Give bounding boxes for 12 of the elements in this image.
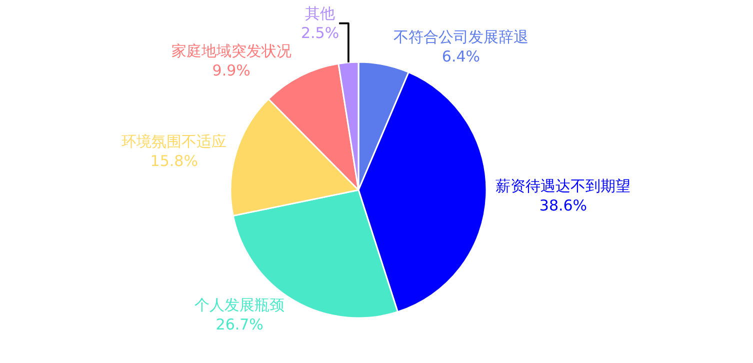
slice-label: 个人发展瓶颈 [194,296,285,314]
data-label: 2.5% [300,24,340,42]
slice-label: 不符合公司发展辞退 [393,28,528,46]
data-label: 15.8% [150,152,198,170]
slice-label: 家庭地域突发状况 [171,42,292,60]
data-label: 6.4% [442,47,480,66]
data-label: 9.9% [212,62,250,80]
slice-label: 薪资待遇达不到期望 [496,177,631,196]
slice-label: 其他 [305,4,336,23]
data-label: 38.6% [539,196,588,215]
slice-label: 环境氛围不适应 [122,132,227,151]
data-label: 26.7% [216,315,264,334]
